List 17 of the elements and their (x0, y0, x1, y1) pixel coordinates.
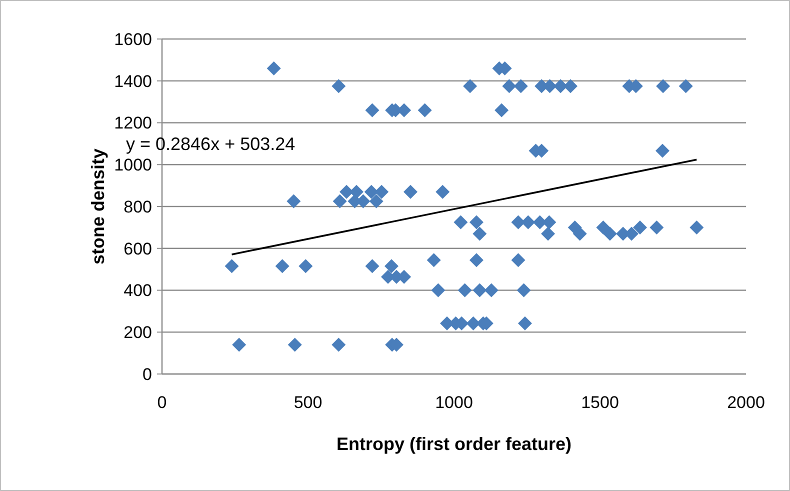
y-tick-label: 1000 (114, 156, 152, 175)
x-tick-label: 1500 (581, 393, 619, 412)
y-tick-label: 1200 (114, 114, 152, 133)
x-tick-label: 0 (157, 393, 167, 412)
y-tick-label: 800 (124, 197, 152, 216)
y-tick-label: 600 (124, 239, 152, 258)
y-tick-label: 400 (124, 281, 152, 300)
x-tick-label: 500 (294, 393, 322, 412)
y-tick-label: 0 (142, 364, 152, 384)
annotation: y = 0.2846x + 503.24 (126, 134, 296, 154)
y-tick-label: 1600 (114, 30, 152, 49)
x-axis-title: Entropy (first order feature) (336, 434, 572, 454)
y-tick-label: 1400 (114, 72, 152, 91)
x-tick-label: 1000 (435, 393, 473, 412)
y-tick-label: 200 (124, 323, 152, 342)
x-tick-label: 2000 (727, 393, 765, 412)
y-axis-title: stone density (88, 148, 108, 265)
